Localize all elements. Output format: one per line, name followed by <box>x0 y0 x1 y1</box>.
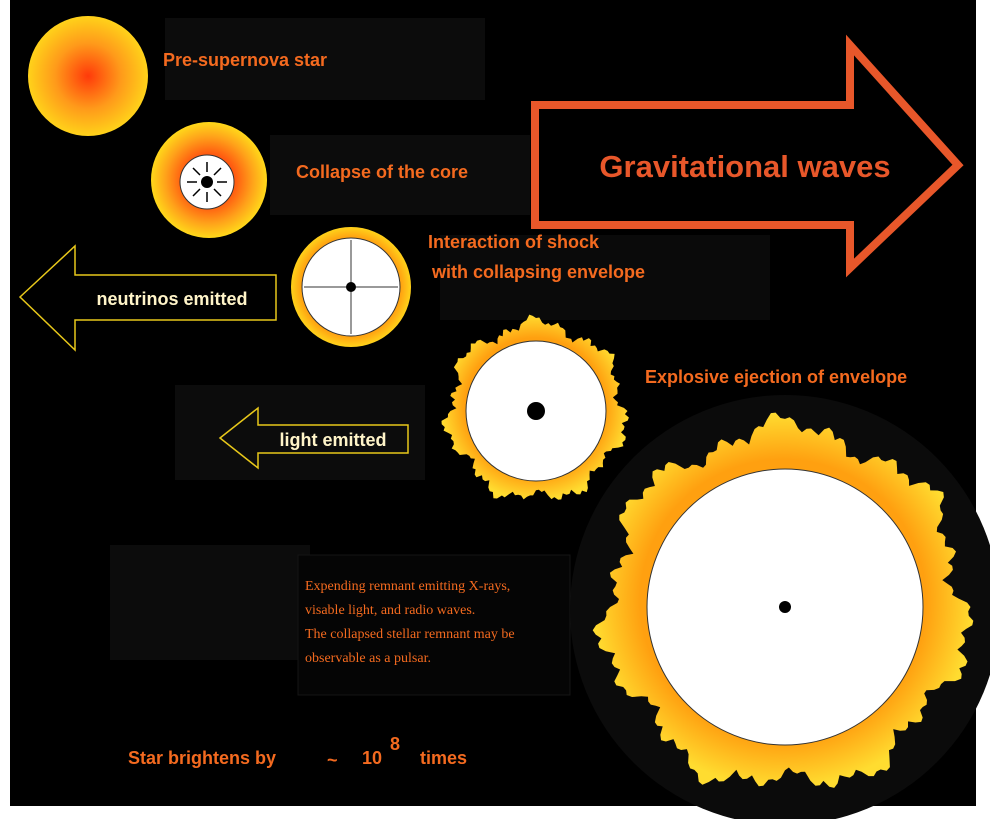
light-label: light emitted <box>280 430 387 450</box>
remnant-text: Expending remnant emitting X-rays, <box>305 579 510 594</box>
stage-label: Pre-supernova star <box>163 50 327 70</box>
brightness-symbol: ~ <box>327 750 338 770</box>
remnant-text: The collapsed stellar remnant may be <box>305 627 515 642</box>
remnant-text: observable as a pulsar. <box>305 651 431 666</box>
shade <box>110 545 310 660</box>
brightness-text: times <box>420 748 467 768</box>
text-box <box>298 555 570 695</box>
gw-label: Gravitational waves <box>599 149 890 184</box>
core-dot <box>201 176 213 188</box>
star <box>28 16 148 136</box>
core-dot <box>346 282 356 292</box>
core-dot <box>527 402 545 420</box>
stage-label: Explosive ejection of envelope <box>645 367 907 387</box>
remnant-text: visable light, and radio waves. <box>305 603 475 618</box>
stage-label: with collapsing envelope <box>431 262 645 282</box>
brightness-text: Star brightens by <box>128 748 276 768</box>
brightness-base: 10 <box>362 748 382 768</box>
brightness-exponent: 8 <box>390 734 400 754</box>
stage-label: Interaction of shock <box>428 232 600 252</box>
stage-label: Collapse of the core <box>296 162 468 182</box>
core-dot <box>779 601 791 613</box>
neutrino-label: neutrinos emitted <box>96 289 247 309</box>
diagram: Pre-supernova star Collapse of the core … <box>0 0 990 819</box>
page: {"stages": [ {"label": "Pre-supernova st… <box>0 0 990 819</box>
